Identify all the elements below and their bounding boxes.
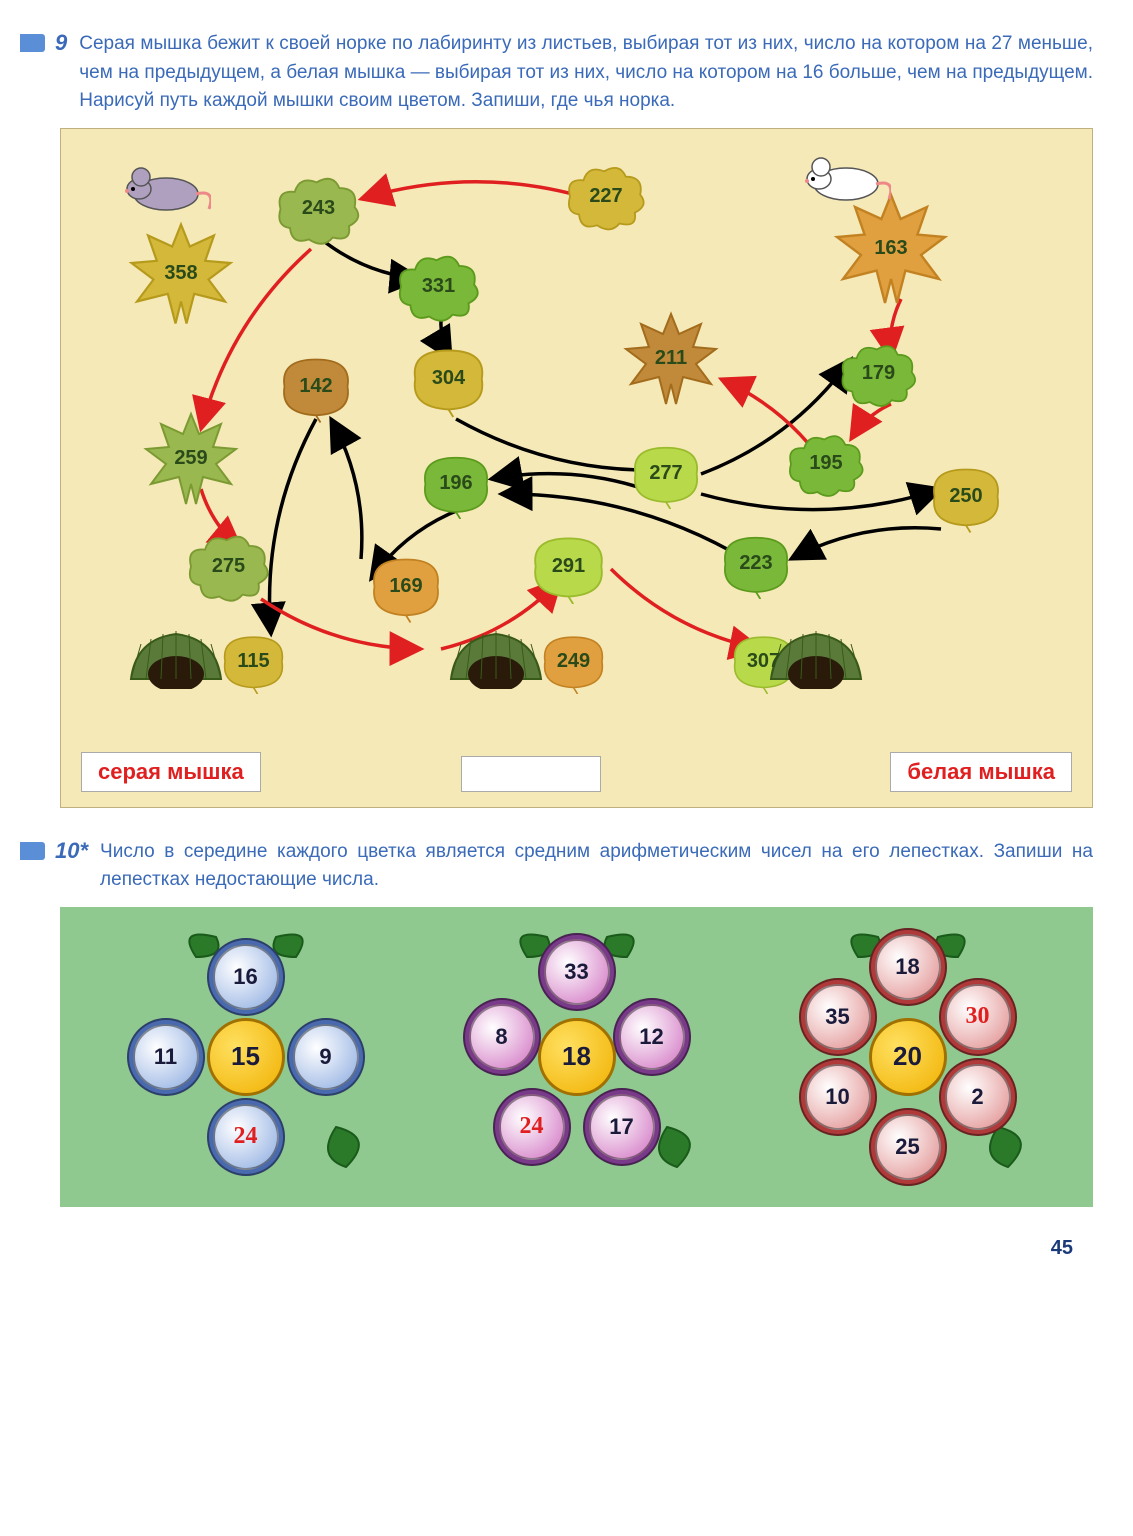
answer-white-mouse: белая мышка [890, 752, 1072, 792]
leaf-358: 358 [116, 219, 246, 329]
leaf-275: 275 [181, 529, 276, 604]
ex10-text: Число в середине каждого цветка является… [100, 838, 1093, 895]
flower-center: 20 [869, 1018, 947, 1096]
ex9-number-wrap: 9 [20, 30, 67, 56]
page-number: 45 [20, 1237, 1073, 1260]
maze-diagram: серая мышка белая мышка 358 243 227 163 … [60, 128, 1093, 808]
ex10-number: 10* [55, 838, 88, 864]
leaf-291: 291 [521, 529, 616, 604]
exercise-9: 9 Серая мышка бежит к своей норке по лаб… [20, 30, 1093, 808]
petal-2: 9 [293, 1024, 359, 1090]
leaf-195: 195 [781, 429, 871, 499]
petal-4: 17 [589, 1094, 655, 1160]
petal-5: 25 [875, 1114, 941, 1180]
ex9-tab [20, 34, 45, 52]
petal-1: 8 [469, 1004, 535, 1070]
leaf-259: 259 [131, 409, 251, 509]
petal-0: 18 [875, 934, 941, 1000]
flowers-diagram: 161192415 33812241718 1835301022520 [60, 907, 1093, 1207]
flower-center: 15 [207, 1018, 285, 1096]
leaf-277: 277 [621, 439, 711, 509]
white-mouse-icon [801, 149, 891, 209]
leaf-169: 169 [361, 549, 451, 624]
ex10-header: 10* Число в середине каждого цветка явля… [20, 838, 1093, 895]
flower-1: 338 12 24 1718 [447, 927, 707, 1187]
petal-0: 16 [213, 944, 279, 1010]
petal-0: 33 [544, 939, 610, 1005]
petal-2: 30 [945, 984, 1011, 1050]
leaf-250: 250 [921, 459, 1011, 534]
leaf-196: 196 [411, 449, 501, 519]
ex9-text: Серая мышка бежит к своей норке по лабир… [79, 30, 1093, 116]
ex10-tab [20, 842, 45, 860]
leaf-304: 304 [401, 339, 496, 419]
petal-3: 24 [213, 1104, 279, 1170]
petal-2: 12 [619, 1004, 685, 1070]
ex9-number: 9 [55, 30, 67, 56]
answer-blank [461, 756, 601, 792]
petal-4: 2 [945, 1064, 1011, 1130]
grey-mouse-icon [121, 159, 211, 219]
burrow-1 [441, 619, 551, 694]
petal-1: 35 [805, 984, 871, 1050]
leaf-227: 227 [561, 159, 651, 234]
petal-3: 10 [805, 1064, 871, 1130]
flower-0: 1611 924 15 [116, 927, 376, 1187]
answer-grey-mouse: серая мышка [81, 752, 261, 792]
leaf-142: 142 [271, 349, 361, 424]
flower-2: 1835 30 10 225 20 [778, 927, 1038, 1187]
leaf-331: 331 [391, 249, 486, 324]
flower-center: 18 [538, 1018, 616, 1096]
leaf-223: 223 [711, 529, 801, 599]
leaf-211: 211 [611, 309, 731, 409]
leaf-243: 243 [271, 169, 366, 249]
leaf-179: 179 [831, 339, 926, 409]
ex10-number-wrap: 10* [20, 838, 88, 864]
petal-1: 11 [133, 1024, 199, 1090]
petal-3: 24 [499, 1094, 565, 1160]
exercise-10: 10* Число в середине каждого цветка явля… [20, 838, 1093, 1207]
ex9-header: 9 Серая мышка бежит к своей норке по лаб… [20, 30, 1093, 116]
burrow-0 [121, 619, 231, 694]
